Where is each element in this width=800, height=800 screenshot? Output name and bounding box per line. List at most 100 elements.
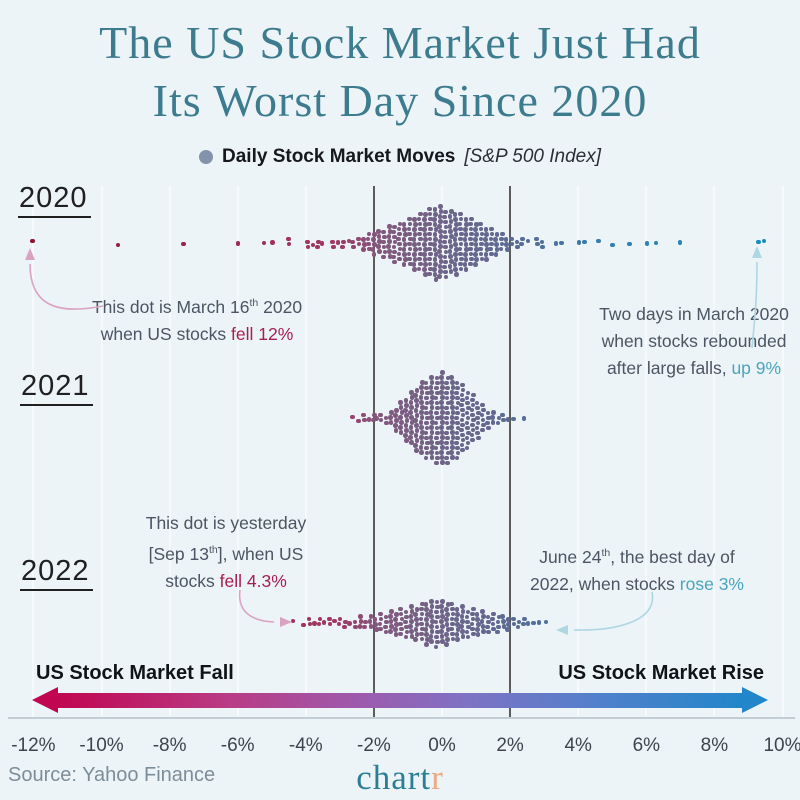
data-dot-2020 xyxy=(479,241,484,247)
data-dot-2022 xyxy=(327,621,333,627)
gradient-arrow-right-head xyxy=(742,687,768,713)
data-dot-2021 xyxy=(454,380,460,386)
data-dot-2020 xyxy=(433,227,439,232)
data-dot-2022 xyxy=(525,621,531,626)
data-dot-2021 xyxy=(450,420,455,425)
data-dot-2021 xyxy=(403,423,409,428)
data-dot-2020 xyxy=(422,232,428,237)
data-dot-2020 xyxy=(407,256,412,262)
data-dot-2022 xyxy=(374,627,379,632)
data-dot-2020 xyxy=(341,239,346,245)
data-dot-2020 xyxy=(454,247,459,252)
data-dot-2020 xyxy=(371,237,376,242)
data-dot-2021 xyxy=(424,425,430,431)
data-dot-2020 xyxy=(443,219,448,225)
data-dot-2021 xyxy=(450,385,456,390)
data-dot-2022 xyxy=(409,629,414,634)
data-dot-2021 xyxy=(429,405,435,410)
data-dot-2021 xyxy=(424,420,429,426)
data-dot-2020 xyxy=(335,240,341,245)
chart-title-line1: The US Stock Market Just Had xyxy=(99,17,701,68)
data-dot-2021 xyxy=(464,435,470,441)
data-dot-2021 xyxy=(460,447,466,453)
data-dot-2022 xyxy=(450,611,456,617)
data-dot-2021 xyxy=(423,455,429,461)
data-dot-2022 xyxy=(363,619,369,625)
data-dot-2022 xyxy=(439,609,445,614)
note-2020-rise-line: when stocks rebounded xyxy=(579,328,800,355)
data-dot-2021 xyxy=(455,420,460,426)
data-dot-2022 xyxy=(485,624,490,630)
data-dot-2020 xyxy=(432,217,437,222)
data-dot-2021 xyxy=(434,390,440,396)
note-2022-fall-text: ], when US xyxy=(217,543,304,564)
data-dot-2020 xyxy=(494,242,499,247)
data-dot-2021 xyxy=(500,417,506,423)
data-dot-2021 xyxy=(366,417,372,422)
data-dot-2021 xyxy=(459,392,465,398)
data-dot-2020 xyxy=(433,237,438,242)
data-dot-2020 xyxy=(448,259,454,264)
data-dot-2020 xyxy=(427,261,433,267)
data-dot-2020 xyxy=(408,261,413,267)
data-dot-2021 xyxy=(424,385,429,391)
data-dot-2020 xyxy=(346,238,352,244)
note-2022-rise-line: 2022, when stocks rose 3% xyxy=(492,571,782,598)
data-dot-2022 xyxy=(408,614,414,619)
data-dot-2022 xyxy=(414,622,420,627)
data-dot-2020 xyxy=(468,251,474,257)
data-dot-2021 xyxy=(419,405,425,410)
data-dot-2022 xyxy=(409,634,415,639)
data-dot-2020 xyxy=(442,239,447,245)
data-dot-2020 xyxy=(478,246,483,252)
data-dot-2021 xyxy=(435,430,440,436)
data-dot-2022 xyxy=(486,629,491,635)
data-dot-2021 xyxy=(455,445,460,451)
data-dot-2021 xyxy=(414,388,420,393)
gridline-4 xyxy=(577,186,580,717)
data-dot-2022 xyxy=(301,622,307,628)
data-dot-2020 xyxy=(448,234,454,239)
data-dot-2022 xyxy=(434,624,440,630)
data-dot-2020 xyxy=(412,267,418,272)
data-dot-2021 xyxy=(434,375,440,381)
data-dot-2020 xyxy=(474,247,480,252)
data-dot-2020 xyxy=(397,231,403,237)
data-dot-2020 xyxy=(483,252,489,257)
data-dot-2022 xyxy=(471,631,476,637)
data-dot-2022 xyxy=(429,614,435,619)
data-dot-2022 xyxy=(336,621,342,627)
data-dot-2021 xyxy=(439,390,444,395)
data-dot-2021 xyxy=(454,405,460,411)
data-dot-2022 xyxy=(424,632,429,637)
data-dot-2022 xyxy=(388,629,393,634)
data-dot-2022 xyxy=(449,631,455,637)
note-2020-fall-text: 2020 xyxy=(258,296,303,317)
data-dot-2022 xyxy=(418,631,424,637)
data-dot-2020 xyxy=(286,236,291,242)
data-dot-2020 xyxy=(418,226,423,232)
data-dot-2020 xyxy=(437,224,442,229)
data-dot-2022 xyxy=(429,624,434,629)
data-dot-2022 xyxy=(413,627,419,632)
data-dot-2020 xyxy=(437,264,443,269)
data-dot-2022 xyxy=(522,616,527,622)
data-dot-2020 xyxy=(412,217,418,222)
data-dot-2021 xyxy=(408,435,413,440)
data-dot-2021 xyxy=(465,400,470,406)
data-dot-2020 xyxy=(437,204,443,209)
legend: Daily Stock Market Moves [S&P 500 Index] xyxy=(0,146,800,168)
data-dot-2022 xyxy=(450,636,456,642)
x-tick-2pct: 2% xyxy=(496,735,524,756)
data-dot-2021 xyxy=(470,427,476,433)
source-note: Source: Yahoo Finance xyxy=(8,764,216,786)
data-dot-2022 xyxy=(343,619,348,625)
data-dot-2022 xyxy=(495,619,501,625)
x-tick-0pct: 0% xyxy=(428,735,456,756)
data-dot-2020 xyxy=(442,229,448,235)
data-dot-2020 xyxy=(478,221,483,227)
data-dot-2022 xyxy=(409,609,415,614)
data-dot-2021 xyxy=(449,405,455,410)
data-dot-2020 xyxy=(316,239,321,245)
data-dot-2022 xyxy=(399,616,405,622)
